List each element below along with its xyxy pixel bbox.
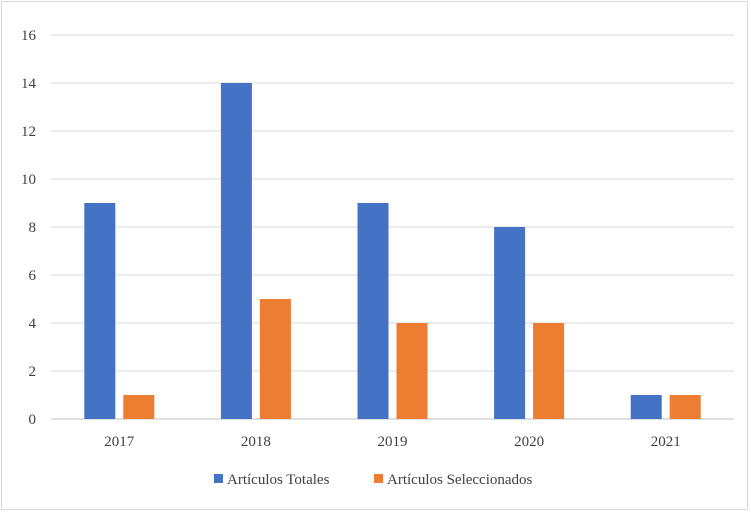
legend-swatch-seleccionados bbox=[374, 474, 383, 483]
legend-label-totales: Artículos Totales bbox=[227, 472, 330, 488]
bar-seleccionados-2018 bbox=[259, 299, 291, 419]
bar-totales-2021 bbox=[630, 395, 662, 419]
y-tick-label: 16 bbox=[21, 28, 37, 44]
legend-swatch-totales bbox=[214, 474, 223, 483]
legend: Artículos Totales Artículos Seleccionados bbox=[214, 472, 533, 488]
x-tick-label: 2021 bbox=[651, 434, 681, 450]
y-tick-label: 10 bbox=[21, 172, 36, 188]
bar-seleccionados-2021 bbox=[669, 395, 701, 419]
y-tick-label: 8 bbox=[29, 220, 37, 236]
y-tick-label: 12 bbox=[21, 124, 36, 140]
legend-label-seleccionados: Artículos Seleccionados bbox=[387, 472, 533, 488]
bar-seleccionados-2020 bbox=[533, 323, 565, 419]
bar-seleccionados-2019 bbox=[396, 323, 428, 419]
x-axis: 2017 2018 2019 2020 2021 bbox=[104, 434, 680, 450]
x-tick-label: 2020 bbox=[514, 434, 544, 450]
y-tick-label: 6 bbox=[29, 268, 37, 284]
x-tick-label: 2017 bbox=[104, 434, 135, 450]
bar-totales-2017 bbox=[84, 203, 116, 419]
gridlines bbox=[51, 34, 734, 420]
y-tick-label: 4 bbox=[29, 316, 37, 332]
bar-totales-2020 bbox=[494, 227, 526, 419]
bar-seleccionados-2017 bbox=[123, 395, 155, 419]
y-tick-label: 0 bbox=[29, 412, 37, 428]
x-tick-label: 2018 bbox=[241, 434, 271, 450]
bars bbox=[84, 83, 701, 419]
y-axis: 0 2 4 6 8 10 12 14 16 bbox=[21, 28, 37, 428]
x-tick-label: 2019 bbox=[378, 434, 408, 450]
bar-totales-2019 bbox=[357, 203, 389, 419]
y-tick-label: 2 bbox=[29, 364, 37, 380]
y-tick-label: 14 bbox=[21, 76, 37, 92]
bar-totales-2018 bbox=[220, 83, 252, 419]
